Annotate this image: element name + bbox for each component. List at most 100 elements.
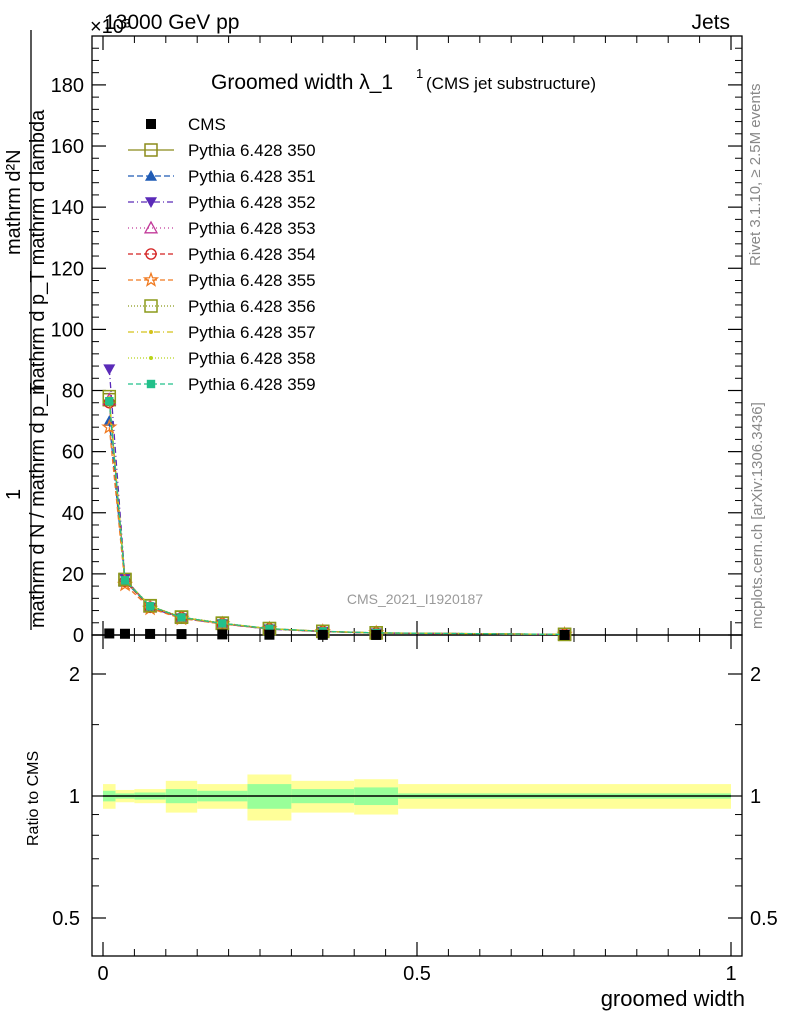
legend-marker-data-shape: [146, 119, 156, 129]
y-label-den: mathrm d p_T mathrm d lambda: [27, 109, 49, 395]
data-point-shape: [104, 628, 115, 639]
series-point-shape: [143, 598, 157, 613]
legend-item: Pythia 6.428 351: [128, 167, 316, 186]
series-point: [177, 613, 186, 622]
legend-label: Pythia 6.428 356: [188, 297, 316, 316]
legend-marker: [143, 220, 159, 234]
legend-marker-shape: [146, 379, 156, 389]
legend-label: Pythia 6.428 359: [188, 375, 316, 394]
legend-marker-shape: [149, 356, 153, 360]
series-point-shape: [265, 624, 274, 633]
series-line: [108, 399, 565, 636]
legend-label: Pythia 6.428 354: [188, 245, 316, 264]
legend-marker: [145, 170, 157, 181]
data-point-shape: [119, 628, 130, 639]
x-axis-label: groomed width: [601, 986, 745, 1011]
data-point-shape: [217, 629, 228, 640]
legend-marker-shape: [145, 170, 157, 181]
series-point-shape: [218, 619, 227, 628]
title-sup: 1: [416, 66, 423, 81]
data-point: [371, 629, 382, 640]
legend-label: Pythia 6.428 352: [188, 193, 316, 212]
legend-marker-shape: [144, 143, 158, 157]
legend-marker-shape: [145, 197, 157, 208]
x-tick-label: 0.5: [403, 963, 431, 985]
legend-marker: [149, 330, 153, 334]
series-line: [108, 402, 565, 636]
series-point: [120, 576, 130, 585]
legend-item: Pythia 6.428 353: [128, 219, 316, 238]
mcplots-label: mcplots.cern.ch [arXiv:1306.3436]: [749, 402, 766, 629]
data-point: [317, 629, 328, 640]
legend-label: Pythia 6.428 350: [188, 141, 316, 160]
legend-marker: [145, 197, 157, 208]
category-label: Jets: [691, 11, 730, 34]
series-line: [108, 396, 565, 636]
series-point-shape: [177, 613, 186, 622]
ratio-bands: [103, 774, 731, 821]
legend-label: Pythia 6.428 355: [188, 271, 316, 290]
legend-item: Pythia 6.428 357: [128, 323, 316, 342]
y-label-left: 1: [3, 489, 25, 500]
data-point-shape: [145, 628, 156, 639]
axis-ticks: 0 20 40 60 80 100 120 140 160 180 0 0.5 1 0.5 0.5 1 1 2 2: [51, 36, 778, 985]
legend-marker-shape: [149, 330, 153, 334]
y-tick-label: 20: [62, 564, 84, 586]
series-point: [105, 397, 114, 406]
y-label-num: mathrm d²N: [3, 149, 25, 255]
data-points: [104, 628, 570, 640]
legend-marker: [142, 271, 160, 287]
series-line: [108, 399, 565, 636]
series-line: [108, 398, 565, 636]
legend-label: Pythia 6.428 353: [188, 219, 316, 238]
series-point: [116, 576, 134, 592]
series-point-shape: [105, 397, 114, 406]
legend-marker: [149, 356, 153, 360]
legend-item: Pythia 6.428 359: [128, 375, 316, 394]
y-label-left-den: mathrm d N / mathrm d p_T: [27, 382, 49, 628]
legend-item: Pythia 6.428 352: [128, 193, 316, 212]
y-tick-label: 160: [51, 136, 84, 158]
y-tick-label: 60: [62, 442, 84, 464]
series-point-shape: [116, 576, 134, 592]
legend: CMS Pythia 6.428 350 Pythia 6.428 351 Pythi…: [128, 115, 316, 394]
series-point-shape: [174, 610, 189, 624]
legend-label: Pythia 6.428 358: [188, 349, 316, 368]
ratio-y-tick-label-right: 2: [750, 664, 761, 686]
legend-marker-shape: [143, 220, 159, 234]
ratio-y-label: Ratio to CMS: [25, 751, 42, 846]
legend-marker: [144, 299, 158, 313]
data-point: [559, 629, 570, 640]
data-point-shape: [176, 629, 187, 640]
series-point: [218, 619, 227, 628]
series-point-shape: [103, 364, 116, 376]
energy-label: 13000 GeV pp: [104, 11, 239, 34]
series-line: [108, 421, 565, 636]
series-point: [143, 598, 157, 613]
series-point-shape: [120, 576, 130, 585]
legend-marker-shape: [144, 299, 158, 313]
series-lines: [101, 364, 573, 642]
series-point: [265, 624, 274, 633]
data-point: [145, 628, 156, 639]
y-axis-label: 1 mathrm d N / mathrm d p_T mathrm d²N m…: [3, 30, 49, 630]
x-tick-label: 1: [725, 963, 736, 985]
legend-marker: [145, 248, 157, 260]
y-tick-label: 140: [51, 197, 84, 219]
series-point-shape: [145, 602, 155, 611]
data-point: [119, 628, 130, 639]
legend-item-data: CMS: [146, 115, 226, 134]
legend-label: Pythia 6.428 357: [188, 323, 316, 342]
legend-item: Pythia 6.428 358: [128, 349, 316, 368]
data-point-shape: [264, 629, 275, 640]
data-point: [264, 629, 275, 640]
legend-item: Pythia 6.428 355: [128, 271, 316, 290]
legend-marker-data: [146, 119, 156, 129]
title-main: Groomed width λ_1: [211, 71, 393, 94]
y-tick-label: 120: [51, 258, 84, 280]
ratio-y-tick-label: 2: [69, 664, 80, 686]
rivet-label: Rivet 3.1.10, ≥ 2.5M events: [747, 84, 764, 267]
ratio-y-tick-label: 1: [69, 786, 80, 808]
legend-marker-shape: [142, 271, 160, 287]
